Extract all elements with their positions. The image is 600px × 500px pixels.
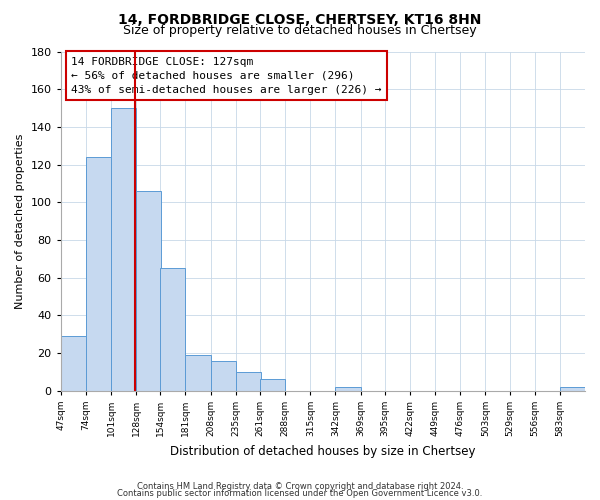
Bar bbox=[236, 372, 261, 391]
Bar bbox=[211, 360, 236, 391]
Text: 14 FORDBRIDGE CLOSE: 127sqm
← 56% of detached houses are smaller (296)
43% of se: 14 FORDBRIDGE CLOSE: 127sqm ← 56% of det… bbox=[71, 56, 382, 94]
Bar bbox=[335, 387, 361, 391]
Text: Contains HM Land Registry data © Crown copyright and database right 2024.: Contains HM Land Registry data © Crown c… bbox=[137, 482, 463, 491]
Bar bbox=[185, 355, 211, 391]
Text: Contains public sector information licensed under the Open Government Licence v3: Contains public sector information licen… bbox=[118, 490, 482, 498]
Bar bbox=[160, 268, 185, 391]
Y-axis label: Number of detached properties: Number of detached properties bbox=[15, 134, 25, 309]
Bar bbox=[260, 380, 285, 391]
Bar bbox=[86, 157, 111, 391]
X-axis label: Distribution of detached houses by size in Chertsey: Distribution of detached houses by size … bbox=[170, 444, 476, 458]
Bar bbox=[61, 336, 86, 391]
Bar bbox=[560, 387, 585, 391]
Bar bbox=[136, 191, 161, 391]
Text: 14, FORDBRIDGE CLOSE, CHERTSEY, KT16 8HN: 14, FORDBRIDGE CLOSE, CHERTSEY, KT16 8HN bbox=[118, 12, 482, 26]
Text: Size of property relative to detached houses in Chertsey: Size of property relative to detached ho… bbox=[123, 24, 477, 37]
Bar bbox=[111, 108, 136, 391]
